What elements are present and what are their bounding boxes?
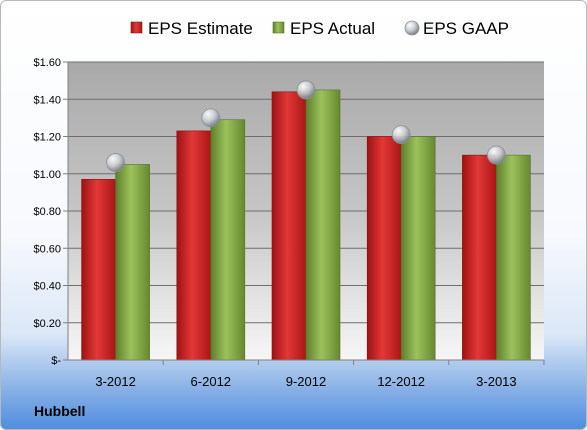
marker-eps-gaap	[106, 153, 125, 172]
legend-eps-estimate-swatch	[130, 21, 143, 34]
bar-eps-actual	[400, 136, 436, 361]
x-tick-label: 3-2013	[476, 374, 516, 389]
legend-eps-actual-label: EPS Actual	[290, 19, 375, 38]
bar-eps-actual	[115, 164, 150, 361]
y-tick-label: $-	[51, 355, 61, 367]
marker-eps-gaap	[296, 80, 316, 100]
axes: $- $0.20 $0.40 $0.60 $0.80 $1.00 $1.20 $1.40 $1.…	[33, 57, 545, 389]
y-tick-label: $1.20	[33, 132, 61, 144]
y-tick-label: $1.40	[33, 94, 61, 106]
marker-eps-gaap	[201, 108, 221, 128]
bar-eps-actual	[305, 89, 341, 361]
legend-eps-actual-swatch	[272, 21, 285, 34]
company-label: Hubbell	[34, 403, 86, 419]
x-tick-label: 3-2012	[95, 374, 135, 389]
bar-eps-estimate	[176, 130, 212, 361]
legend: EPS Estimate EPS Actual EPS GAAP	[130, 19, 509, 38]
y-tick-label: $1.00	[33, 169, 61, 181]
legend-eps-estimate-label: EPS Estimate	[148, 19, 253, 38]
y-tick-label: $1.60	[33, 57, 61, 69]
y-tick-label: $0.80	[33, 206, 61, 218]
y-tick-label: $0.20	[33, 318, 61, 330]
bars	[81, 80, 531, 361]
bar-eps-actual	[210, 119, 246, 361]
x-tick-label: 6-2012	[191, 374, 231, 389]
x-tick-label: 9-2012	[286, 374, 326, 389]
legend-eps-gaap-swatch	[404, 20, 420, 36]
bar-eps-estimate	[462, 154, 497, 361]
bar-eps-estimate	[81, 179, 116, 361]
x-tick-label: 12-2012	[377, 374, 425, 389]
y-tick-label: $0.40	[33, 281, 61, 293]
legend-eps-gaap-label: EPS GAAP	[423, 19, 509, 38]
bar-eps-estimate	[271, 91, 307, 361]
bar-eps-actual	[496, 154, 531, 361]
bar-eps-estimate	[366, 136, 402, 361]
marker-eps-gaap	[391, 125, 411, 145]
y-tick-label: $0.60	[33, 243, 61, 255]
marker-eps-gaap	[486, 145, 506, 165]
